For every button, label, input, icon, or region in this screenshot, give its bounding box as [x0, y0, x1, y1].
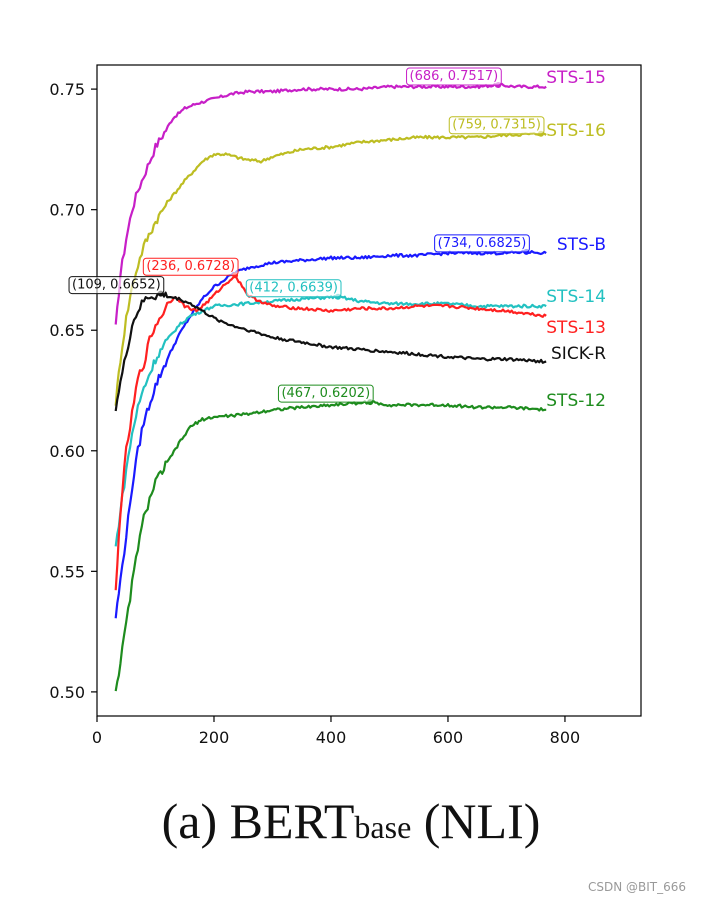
annotation-box: (467, 0.6202)	[277, 384, 374, 403]
watermark: CSDN @BIT_666	[587, 880, 686, 894]
series-label-sts-b: STS-B	[557, 235, 606, 255]
series-line-sts-b	[114, 249, 547, 619]
annotation-label: (412, 0.6639)	[249, 281, 338, 296]
annotation-box: (734, 0.6825)	[434, 234, 530, 253]
line-chart: 0 200 400 600 800 0.50 0.55 0.60 0.65 0.70 0.75 (6…	[49, 64, 642, 747]
y-tick-label: 0.65	[49, 321, 85, 340]
axes: 0 200 400 600 800 0.50 0.55 0.60 0.65 0.70 0.75	[49, 64, 642, 747]
annotation-box: (759, 0.7315)	[448, 116, 545, 135]
series-labels: STS-15 STS-16 STS-B STS-14 STS-13 SICK-R STS-1…	[546, 68, 606, 411]
annotation-box: (686, 0.7517)	[406, 67, 502, 86]
annotation-frame	[406, 67, 502, 86]
annotation-label: (686, 0.7517)	[410, 69, 499, 84]
annotation-frame	[434, 234, 530, 253]
annotation-frame	[448, 116, 545, 135]
y-tick-label: 0.55	[49, 562, 85, 581]
x-tick-label: 200	[199, 728, 230, 747]
x-tick-label: 600	[433, 728, 464, 747]
series-label-sick-r: SICK-R	[551, 344, 606, 364]
caption-subscript: base	[354, 809, 412, 845]
annotations: (686, 0.7517) (759, 0.7315) (734, 0.6825) (…	[68, 67, 545, 406]
series-line-sts-16	[114, 132, 547, 406]
annotation-label: (734, 0.6825)	[438, 236, 527, 251]
y-tick-label: 0.60	[49, 442, 85, 461]
series-line-sts-15	[114, 82, 547, 325]
annotation-label: (109, 0.6652)	[72, 278, 161, 293]
annotation-frame	[277, 384, 374, 403]
y-tick-label: 0.75	[49, 80, 85, 99]
figure-caption: (a) BERTbase (NLI)	[0, 792, 702, 850]
series-label-sts-14: STS-14	[546, 287, 606, 307]
y-tick-label: 0.70	[49, 201, 85, 220]
plot-frame	[96, 64, 642, 717]
annotation-frame	[142, 257, 239, 276]
series-label-sts-12: STS-12	[546, 391, 606, 411]
caption-prefix: (a) BERT	[161, 793, 355, 849]
annotation-frame	[245, 279, 342, 298]
annotation-frame	[68, 276, 165, 295]
series-line-sts-12	[114, 400, 547, 692]
annotation-label: (467, 0.6202)	[281, 386, 370, 401]
x-tick-label: 0	[92, 728, 102, 747]
y-tick-label: 0.50	[49, 683, 85, 702]
series-label-sts-13: STS-13	[546, 318, 606, 338]
series-lines	[114, 82, 547, 692]
series-line-sick-r	[114, 291, 547, 412]
x-tick-label: 400	[316, 728, 347, 747]
annotation-label: (759, 0.7315)	[452, 118, 541, 133]
x-tick-label: 800	[550, 728, 581, 747]
annotation-box: (109, 0.6652)	[68, 276, 165, 295]
series-label-sts-15: STS-15	[546, 68, 606, 88]
annotation-box: (236, 0.6728)	[142, 257, 239, 276]
series-line-sts-13	[114, 273, 547, 591]
annotation-label: (236, 0.6728)	[146, 259, 235, 274]
series-label-sts-16: STS-16	[546, 121, 606, 141]
annotation-box: (412, 0.6639)	[245, 279, 342, 298]
caption-suffix: (NLI)	[411, 793, 541, 849]
